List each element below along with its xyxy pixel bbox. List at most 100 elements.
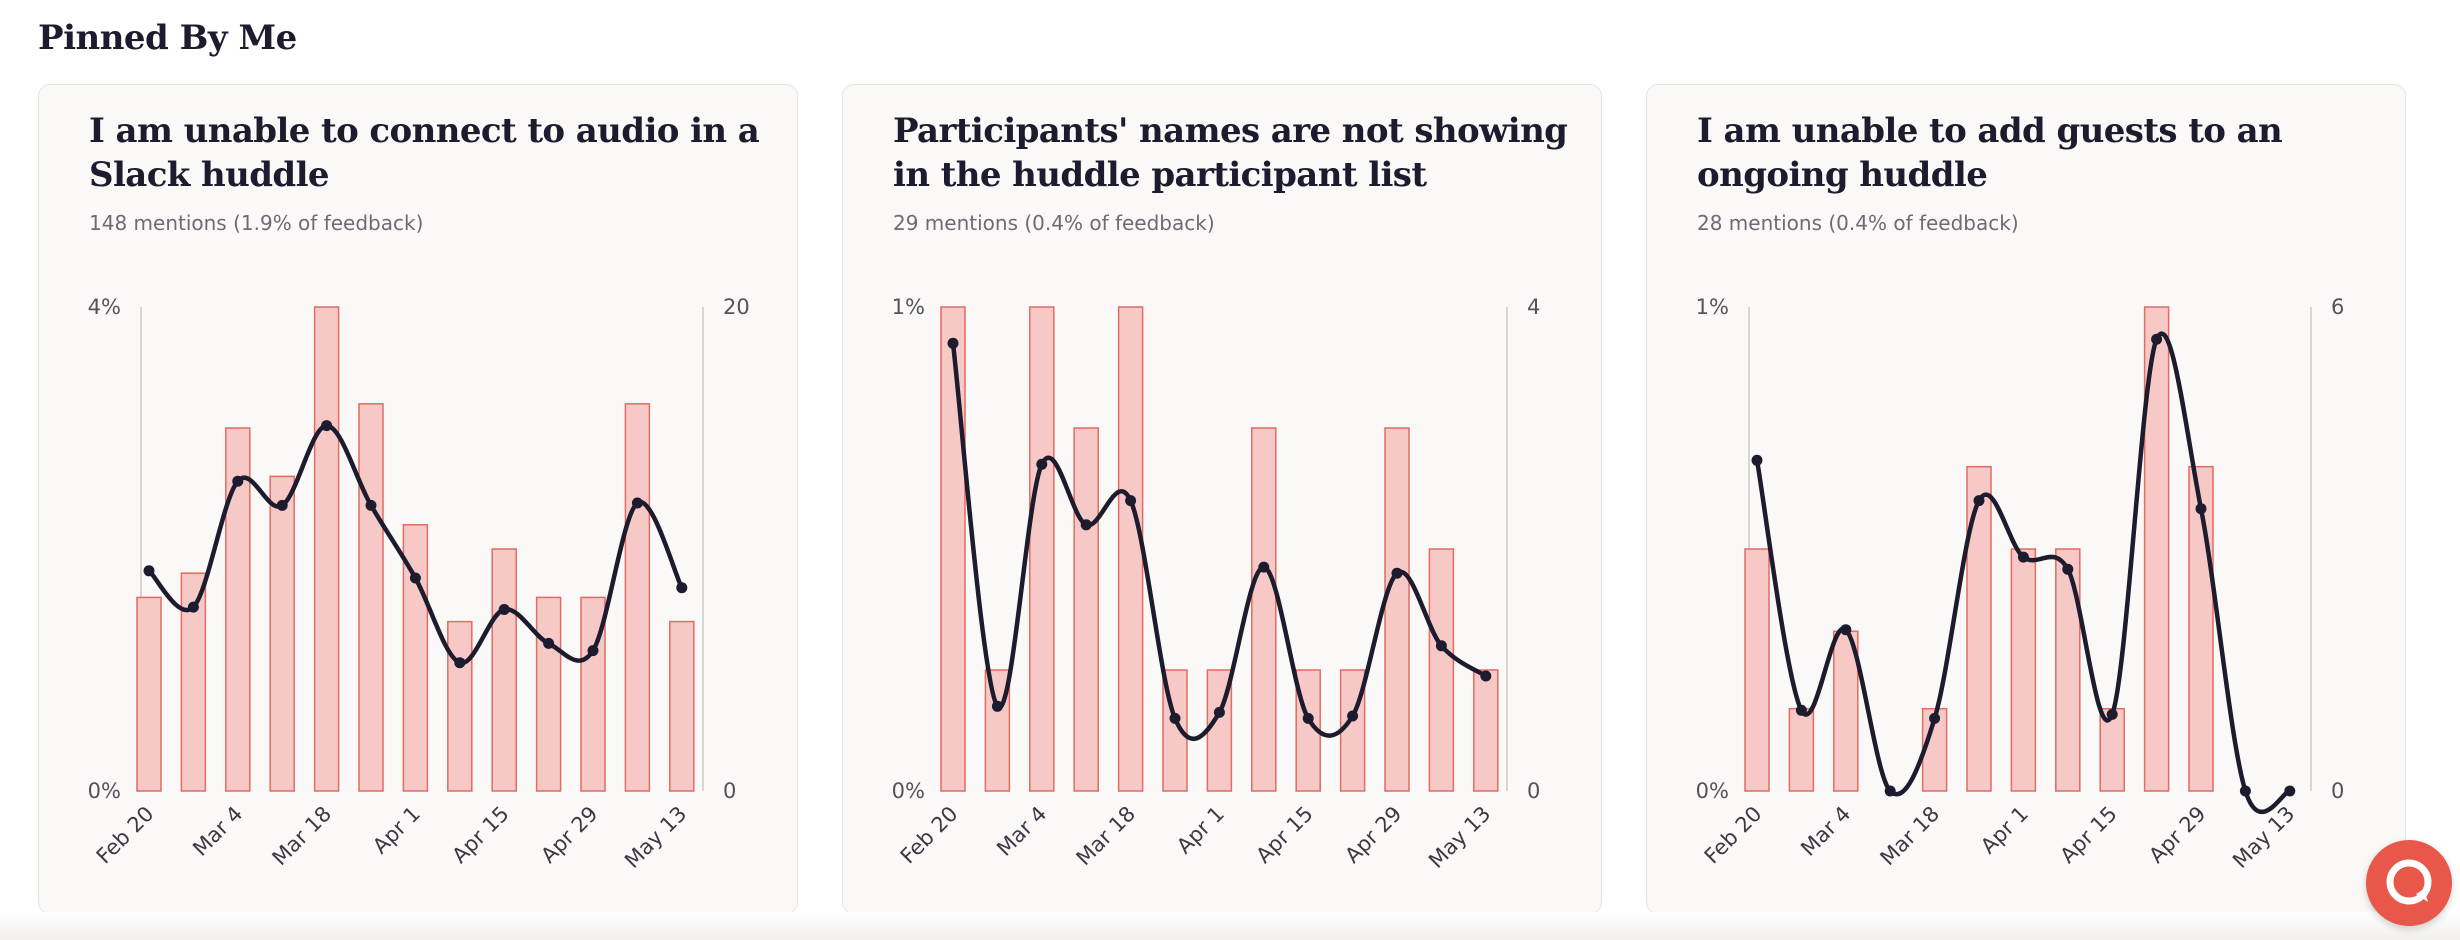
bar[interactable] bbox=[669, 620, 695, 792]
bar[interactable] bbox=[225, 427, 251, 792]
bar[interactable] bbox=[2099, 707, 2125, 792]
x-tick-label: Apr 15 bbox=[2055, 802, 2121, 868]
line-point[interactable] bbox=[991, 700, 1003, 712]
card-mentions: 148 mentions (1.9% of feedback) bbox=[89, 211, 424, 235]
card-title[interactable]: Participants' names are not showing in t… bbox=[893, 111, 1568, 195]
line-point[interactable] bbox=[2195, 503, 2207, 515]
bar[interactable] bbox=[535, 596, 562, 792]
bar[interactable] bbox=[1117, 306, 1144, 792]
left-axis-max-label: 1% bbox=[892, 295, 925, 319]
x-tick-label: May 13 bbox=[620, 802, 691, 873]
line-point[interactable] bbox=[498, 604, 510, 615]
line-point[interactable] bbox=[454, 657, 466, 669]
left-axis-min-label: 0% bbox=[88, 779, 121, 803]
bar[interactable] bbox=[136, 596, 162, 792]
line-point[interactable] bbox=[2017, 551, 2029, 563]
line-point[interactable] bbox=[631, 497, 643, 509]
line-point[interactable] bbox=[2151, 333, 2163, 345]
line-point[interactable] bbox=[1080, 519, 1092, 531]
x-tick-label: Mar 4 bbox=[992, 802, 1051, 861]
mentions-line bbox=[950, 341, 1489, 742]
line-point[interactable] bbox=[1973, 495, 1985, 507]
x-tick-label: Apr 1 bbox=[368, 802, 425, 859]
line-point[interactable] bbox=[1125, 495, 1137, 507]
line-point[interactable] bbox=[543, 637, 555, 649]
line-point[interactable] bbox=[587, 645, 599, 657]
line-point[interactable] bbox=[1751, 454, 1763, 466]
x-tick-label: Apr 1 bbox=[1976, 802, 2033, 859]
bar[interactable] bbox=[402, 524, 429, 792]
bar[interactable] bbox=[491, 548, 517, 792]
line-point[interactable] bbox=[1213, 706, 1225, 718]
line-point[interactable] bbox=[321, 420, 333, 432]
line-point[interactable] bbox=[2284, 785, 2296, 797]
pinned-card-participant-names[interactable]: Participants' names are not showing in t… bbox=[842, 84, 1602, 914]
line-point[interactable] bbox=[1840, 624, 1852, 636]
chat-bubble-icon bbox=[2386, 859, 2432, 905]
line-point[interactable] bbox=[1795, 704, 1807, 716]
right-axis-max-label: 20 bbox=[723, 295, 750, 319]
line-point[interactable] bbox=[1929, 712, 1941, 724]
bar[interactable] bbox=[1251, 427, 1277, 792]
card-title[interactable]: I am unable to connect to audio in a Sla… bbox=[89, 111, 760, 195]
right-axis-max-label: 6 bbox=[2331, 295, 2344, 319]
bar[interactable] bbox=[1966, 465, 1992, 792]
line-point[interactable] bbox=[276, 499, 288, 511]
card-title[interactable]: I am unable to add guests to an ongoing … bbox=[1697, 111, 2283, 195]
mentions-chart: 1% 0% 6 0 Feb 20 Mar 4 Mar 18 Apr 1 Apr 15 Apr 29… bbox=[1696, 295, 2345, 873]
x-tick-label: Mar 18 bbox=[1072, 802, 1141, 871]
x-tick-label: Mar 18 bbox=[268, 802, 337, 871]
line-point[interactable] bbox=[143, 565, 155, 577]
x-tick-label: Mar 18 bbox=[1876, 802, 1945, 871]
left-axis-max-label: 1% bbox=[1696, 295, 1729, 319]
line-point[interactable] bbox=[2062, 563, 2074, 575]
x-tick-label: Mar 4 bbox=[1796, 802, 1855, 861]
line-point[interactable] bbox=[1391, 567, 1403, 579]
line-point[interactable] bbox=[1480, 670, 1492, 682]
right-axis-min-label: 0 bbox=[723, 779, 736, 803]
right-axis-max-label: 4 bbox=[1527, 295, 1540, 319]
bar[interactable] bbox=[940, 306, 966, 792]
line-point[interactable] bbox=[187, 601, 199, 613]
bar[interactable] bbox=[358, 403, 384, 792]
bar[interactable] bbox=[1473, 669, 1499, 792]
bar[interactable] bbox=[1428, 548, 1455, 792]
bar[interactable] bbox=[447, 620, 473, 792]
x-tick-label: Apr 29 bbox=[1340, 802, 1406, 868]
bar[interactable] bbox=[2010, 548, 2037, 792]
bar[interactable] bbox=[1744, 548, 1770, 792]
line-point[interactable] bbox=[2106, 708, 2118, 720]
bar[interactable] bbox=[2055, 548, 2081, 792]
line-point[interactable] bbox=[1884, 785, 1896, 797]
line-point[interactable] bbox=[1302, 712, 1314, 724]
line-point[interactable] bbox=[1258, 561, 1270, 573]
page-bottom-edge bbox=[0, 912, 2460, 940]
line-point[interactable] bbox=[232, 475, 244, 487]
line-point[interactable] bbox=[1347, 710, 1359, 722]
bar[interactable] bbox=[269, 475, 295, 792]
line-point[interactable] bbox=[1169, 712, 1181, 724]
x-tick-label: Apr 29 bbox=[536, 802, 602, 868]
line-point[interactable] bbox=[1036, 458, 1048, 470]
chat-launcher-button[interactable] bbox=[2366, 840, 2452, 926]
line-point[interactable] bbox=[947, 337, 959, 349]
line-point[interactable] bbox=[1435, 640, 1447, 652]
pinned-card-audio[interactable]: I am unable to connect to audio in a Sla… bbox=[38, 84, 798, 914]
pinned-card-add-guests[interactable]: I am unable to add guests to an ongoing … bbox=[1646, 84, 2406, 914]
x-tick-label: Apr 1 bbox=[1172, 802, 1229, 859]
bar[interactable] bbox=[624, 403, 651, 792]
x-tick-label: Mar 4 bbox=[188, 802, 247, 861]
card-mentions: 29 mentions (0.4% of feedback) bbox=[893, 211, 1215, 235]
line-point[interactable] bbox=[365, 499, 377, 511]
bar[interactable] bbox=[1384, 427, 1410, 792]
line-point[interactable] bbox=[409, 572, 421, 584]
x-tick-label: Feb 20 bbox=[92, 802, 159, 869]
x-tick-label: Feb 20 bbox=[1700, 802, 1767, 869]
line-point[interactable] bbox=[676, 582, 688, 594]
line-point[interactable] bbox=[2239, 785, 2251, 797]
bar[interactable] bbox=[1029, 306, 1055, 792]
bar[interactable] bbox=[1073, 427, 1099, 792]
bar[interactable] bbox=[313, 306, 340, 792]
bar[interactable] bbox=[1788, 707, 1815, 792]
